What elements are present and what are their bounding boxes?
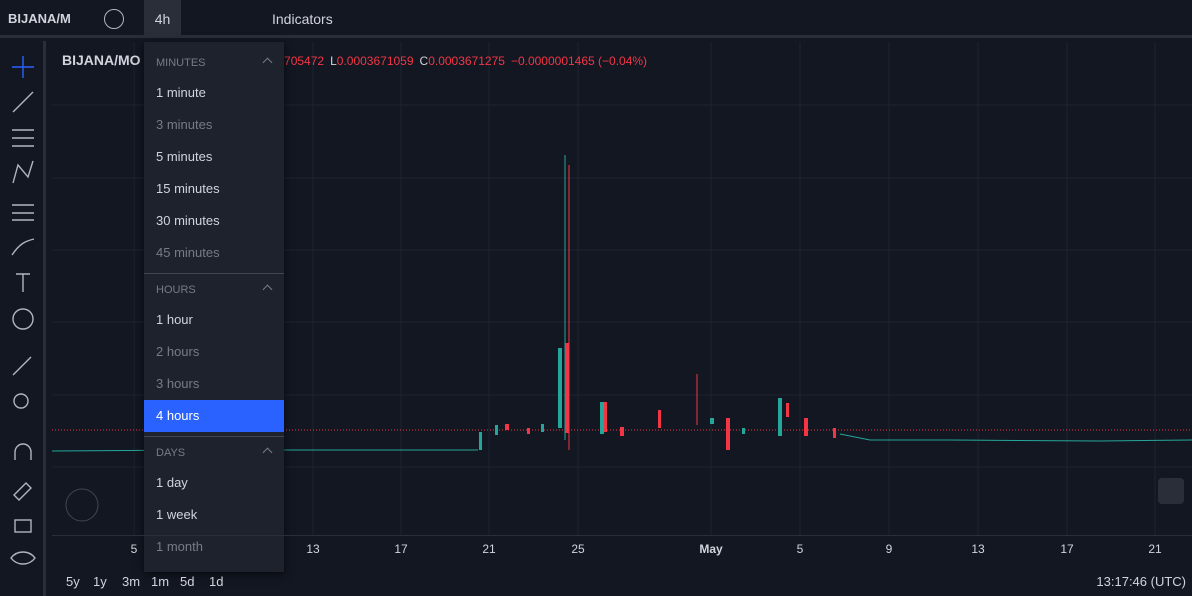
time-label: 9 (885, 542, 893, 556)
menu-item: 2 hours (156, 344, 200, 359)
bottom-bar: 5y 1y 3m 1m 5d 1d 13:17:46 (UTC) (52, 566, 1192, 596)
ohlc-label: C (419, 54, 429, 68)
section-title: DAYS (156, 447, 186, 459)
menu-item: 3 minutes (156, 117, 213, 132)
collapse-arrow (262, 57, 273, 68)
separator (144, 436, 284, 437)
ohlc-value: 0.0003671275 (428, 54, 505, 68)
collapse-arrow (262, 284, 273, 295)
menu-item: 3 hours (156, 376, 200, 391)
time-label: 5 (130, 542, 138, 556)
time-label: 5 (796, 542, 804, 556)
logo (65, 488, 99, 522)
range-button[interactable]: 1d (209, 574, 224, 589)
legend-change: −0.0000001465 (−0.04%) (510, 54, 648, 68)
top-toolbar: BIJANA/M 4h Indicators (0, 0, 1192, 38)
collapse-arrow (262, 447, 273, 458)
menu-item[interactable]: 15 minutes (156, 181, 220, 196)
time-label: May (699, 542, 723, 556)
range-button[interactable]: 5d (180, 574, 195, 589)
tool-icons (10, 56, 36, 565)
interval-button[interactable]: 4h (144, 0, 181, 38)
menu-item[interactable]: 1 minute (156, 85, 206, 100)
time-label: 25 (571, 542, 585, 556)
left-toolbar (0, 41, 46, 596)
section-title: MINUTES (156, 57, 206, 69)
time-label: 13 (971, 542, 985, 556)
range-button[interactable]: 1m (151, 574, 170, 589)
clock: 13:17:46 (UTC) (1096, 574, 1186, 589)
menu-item[interactable]: 4 hours (144, 400, 284, 432)
separator (144, 273, 284, 274)
menu-item[interactable]: 1 day (156, 475, 188, 490)
compare-button[interactable] (104, 9, 124, 29)
time-label: 21 (1148, 542, 1162, 556)
menu-item[interactable]: 1 week (156, 507, 198, 522)
time-label: 17 (394, 542, 408, 556)
ohlc-label: L (330, 54, 337, 68)
menu-item: 45 minutes (156, 245, 220, 260)
time-label: 13 (306, 542, 320, 556)
menu-item[interactable]: 30 minutes (156, 213, 220, 228)
time-axis: 5 13 17 21 25 May 5 9 13 17 21 (52, 535, 1192, 564)
legend-symbol: BIJANA/MO (62, 52, 141, 68)
menu-item: 1 month (156, 539, 203, 554)
time-label: 21 (482, 542, 496, 556)
menu-item[interactable]: 5 minutes (156, 149, 213, 164)
menu-item[interactable]: 1 hour (156, 312, 193, 327)
scroll-button[interactable] (1158, 478, 1184, 504)
ohlc-value: 0.0003671059 (336, 54, 414, 68)
time-label: 17 (1060, 542, 1074, 556)
range-button[interactable]: 3m (122, 574, 141, 589)
symbol-search[interactable]: BIJANA/M (8, 11, 71, 26)
range-button[interactable]: 5y (66, 574, 80, 589)
indicators-button[interactable]: Indicators (272, 11, 333, 27)
interval-menu: MINUTES 1 minute 3 minutes 5 minutes 15 minu… (144, 42, 284, 572)
range-button[interactable]: 1y (93, 574, 107, 589)
section-title: HOURS (156, 284, 196, 296)
